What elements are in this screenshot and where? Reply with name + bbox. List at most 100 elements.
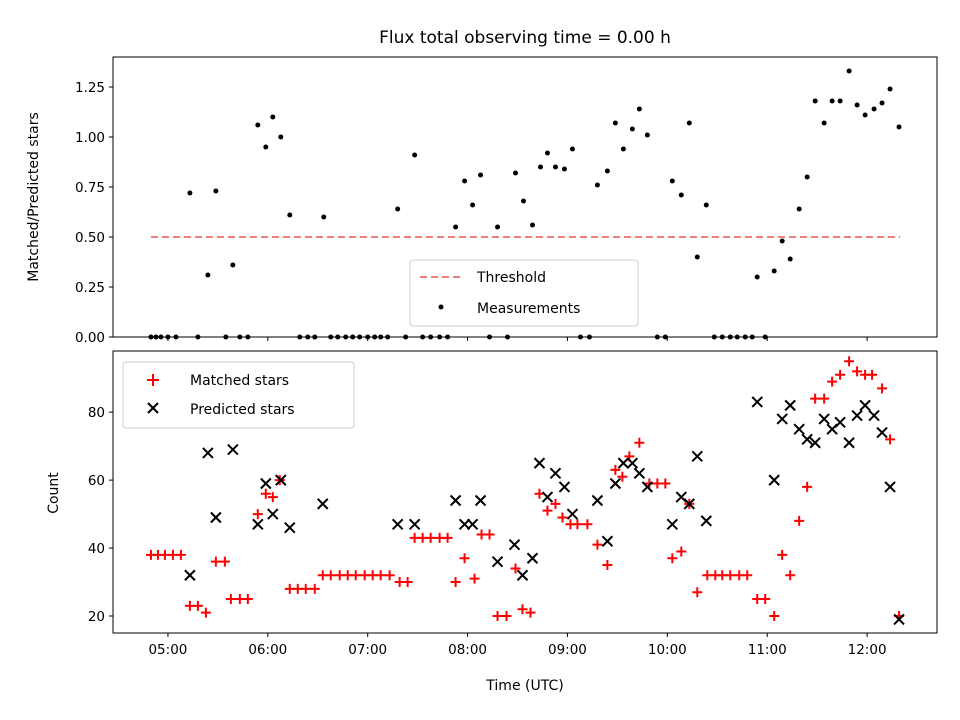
measurement-point: [395, 206, 401, 212]
predicted-star-point: [508, 538, 521, 551]
matched-star-point: [877, 383, 888, 394]
predicted-star-point: [549, 467, 562, 480]
measurement-point: [462, 178, 468, 184]
matched-star-point: [267, 492, 278, 503]
top-legend-box: [409, 259, 639, 327]
predicted-star-point: [526, 552, 539, 564]
matched-star-point: [602, 560, 613, 571]
matched-star-point: [725, 570, 736, 581]
matched-star-point: [300, 583, 311, 594]
legend-measurements-label: Measurements: [477, 301, 580, 317]
measurement-point: [821, 120, 827, 126]
matched-star-point: [582, 519, 593, 530]
predicted-star-point: [843, 437, 855, 449]
measurement-point: [263, 144, 269, 150]
measurement-point: [694, 254, 700, 260]
measurement-point: [213, 188, 219, 194]
measurement-point: [779, 238, 785, 244]
measurement-point: [270, 114, 276, 120]
matched-star-point: [469, 573, 480, 584]
predicted-star-point: [210, 511, 222, 524]
measurement-point: [896, 124, 902, 130]
predicted-star-point: [834, 416, 846, 429]
matched-star-point: [885, 434, 896, 445]
measurement-point: [569, 146, 575, 152]
predicted-star-point: [626, 457, 639, 469]
measurement-point: [412, 152, 418, 158]
predicted-star-point: [617, 457, 630, 469]
predicted-star-point: [227, 443, 239, 456]
matched-star-point: [384, 570, 395, 581]
predicted-star-point: [533, 457, 546, 469]
measurement-point: [854, 102, 860, 108]
measurement-point: [629, 126, 635, 132]
measurement-point: [230, 262, 236, 268]
matched-star-point: [175, 549, 186, 560]
predicted-star-point: [391, 518, 404, 530]
matched-star-point: [794, 515, 805, 526]
bottom-y-axis-label: Count: [46, 472, 62, 514]
bottom-legend: Matched stars Predicted stars: [122, 361, 355, 429]
matched-star-point: [852, 366, 863, 377]
measurement-point: [187, 190, 193, 196]
measurement-point: [521, 198, 527, 204]
matched-star-point: [777, 549, 788, 560]
top-y-tick-label: 0.75: [75, 180, 105, 196]
measurement-point: [887, 86, 893, 92]
matched-star-point: [867, 369, 878, 380]
matched-star-point: [769, 611, 780, 622]
legend-matched-marker: [147, 374, 159, 386]
matched-star-point: [425, 532, 436, 543]
measurement-point: [255, 122, 261, 128]
top-y-tick-label: 1.25: [75, 80, 105, 96]
matched-star-point: [517, 604, 528, 615]
measurement-point: [470, 202, 476, 208]
measurement-point: [612, 120, 618, 126]
measurement-point: [495, 224, 501, 230]
measurement-point: [812, 98, 818, 104]
predicted-star-point: [516, 569, 529, 581]
matched-star-point: [510, 563, 521, 574]
measurement-point: [552, 164, 558, 170]
predicted-star-point: [876, 426, 888, 439]
matched-star-point: [827, 376, 838, 387]
predicted-star-point: [633, 467, 646, 480]
matched-star-point: [260, 488, 271, 499]
predicted-star-point: [818, 413, 830, 425]
measurement-point: [287, 212, 293, 218]
measurement-point: [678, 192, 684, 198]
measurement-point: [754, 274, 760, 280]
measurement-point: [703, 202, 709, 208]
predicted-star-point: [851, 409, 863, 422]
predicted-star-point: [609, 477, 622, 490]
predicted-star-point: [541, 491, 554, 503]
top-y-tick-label: 0.25: [75, 280, 105, 296]
matched-star-point: [610, 464, 621, 475]
predicted-star-point: [558, 481, 571, 493]
matched-star-point: [542, 505, 553, 516]
predicted-star-point: [591, 494, 604, 507]
measurement-point: [862, 112, 868, 118]
bottom-plot-area: [145, 356, 905, 626]
matched-star-point: [742, 570, 753, 581]
measurement-point: [604, 168, 610, 174]
bottom-y-tick-label: 40: [88, 541, 105, 557]
predicted-star-point: [768, 474, 780, 486]
predicted-star-point: [683, 498, 696, 510]
measurement-point: [644, 132, 650, 138]
matched-star-point: [442, 532, 453, 543]
matched-star-point: [325, 570, 336, 581]
measurement-point: [837, 98, 843, 104]
matched-star-point: [242, 594, 253, 605]
legend-predicted-label: Predicted stars: [190, 402, 295, 418]
measurement-point: [636, 106, 642, 112]
predicted-star-point: [252, 518, 264, 530]
bottom-x-tick-label: 09:00: [548, 642, 587, 658]
matched-star-point: [660, 478, 671, 489]
bottom-x-axis-label: Time (UTC): [485, 678, 563, 694]
measurement-point: [561, 166, 567, 172]
predicted-star-point: [666, 518, 679, 530]
matched-star-point: [200, 607, 211, 618]
matched-star-point: [617, 471, 628, 482]
